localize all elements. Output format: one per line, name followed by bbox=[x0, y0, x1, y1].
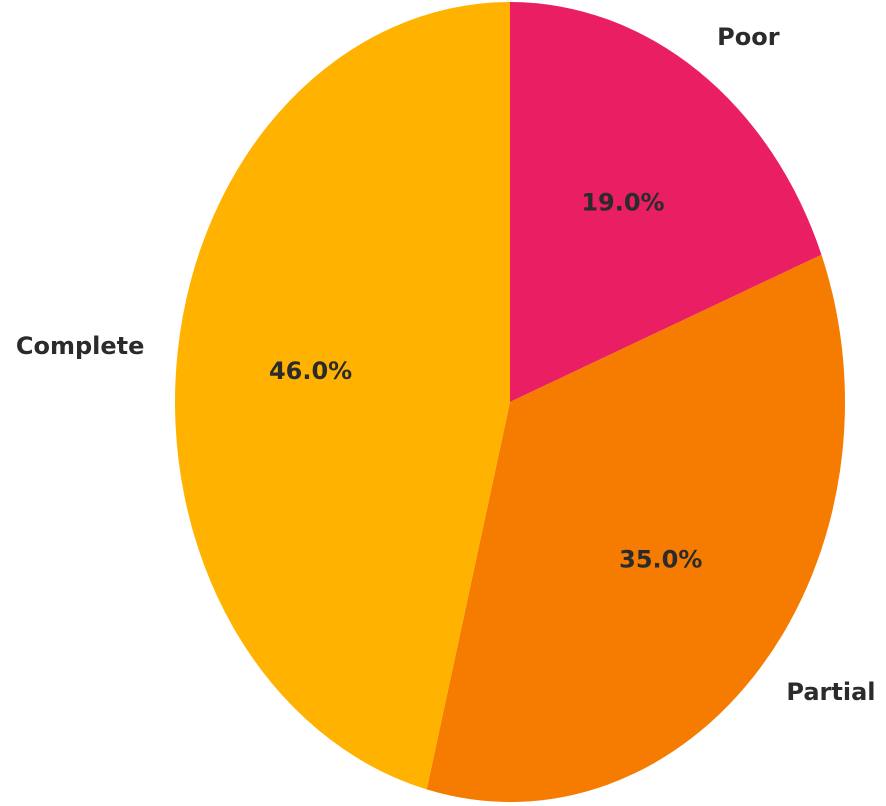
pie-slice bbox=[510, 2, 822, 402]
category-label: Poor bbox=[717, 23, 780, 51]
pie-slice bbox=[174, 2, 510, 790]
value-label: 35.0% bbox=[619, 546, 702, 574]
category-label: Complete bbox=[16, 332, 145, 360]
category-label: Partial bbox=[786, 678, 875, 706]
pie-slice bbox=[426, 254, 845, 802]
value-label: 46.0% bbox=[269, 357, 352, 385]
value-label: 19.0% bbox=[581, 189, 664, 217]
